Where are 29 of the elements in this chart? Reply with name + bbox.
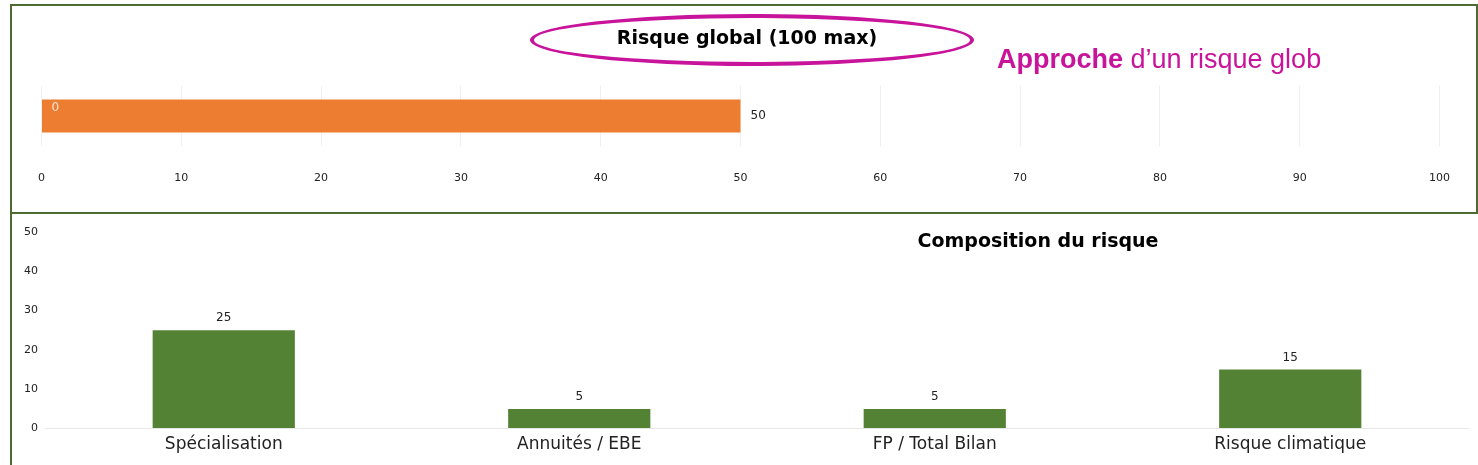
- data-label: 5: [930, 389, 939, 404]
- x-tick-label: 80: [1152, 171, 1167, 185]
- x-tick-label: FP / Total Bilan: [872, 433, 997, 454]
- chart-title: Composition du risque: [917, 228, 1159, 251]
- chart-title: Risque global (100 max): [616, 25, 878, 48]
- x-tick-label: 30: [453, 171, 468, 185]
- x-tick-label: 90: [1292, 171, 1307, 185]
- x-tick-label: Annuités / EBE: [517, 433, 642, 454]
- y-tick-label: 50: [24, 224, 38, 238]
- data-label: 15: [1282, 349, 1298, 364]
- data-label: 50: [750, 108, 766, 123]
- x-tick-label: 10: [174, 171, 189, 185]
- x-tick-label: 70: [1013, 171, 1028, 185]
- y-tick-label: 40: [24, 264, 38, 278]
- annotation: 0: [51, 100, 60, 115]
- data-label: 25: [216, 310, 232, 325]
- x-tick-label: Spécialisation: [164, 433, 283, 454]
- x-tick-label: 20: [314, 171, 329, 185]
- x-tick-label: Risque climatique: [1214, 433, 1367, 454]
- y-tick-label: 0: [31, 421, 38, 435]
- x-tick-label: 40: [593, 171, 608, 185]
- data-label: 5: [575, 389, 584, 404]
- x-tick-label: 100: [1429, 171, 1450, 185]
- y-tick-label: 10: [24, 382, 38, 396]
- y-tick-label: 20: [24, 342, 38, 356]
- x-tick-label: 60: [873, 171, 888, 185]
- x-tick-label: 50: [733, 171, 748, 185]
- y-tick-label: 30: [24, 303, 38, 317]
- text: Approche d’un risque glob: [997, 44, 1322, 75]
